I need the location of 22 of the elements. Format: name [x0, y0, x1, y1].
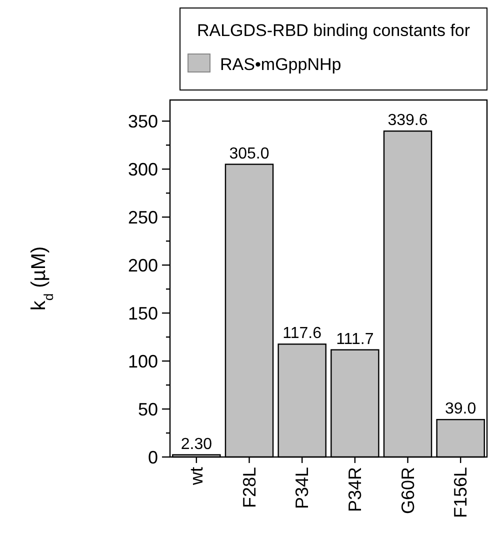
data-label: 111.7: [336, 330, 374, 348]
x-tick-label: G60R: [398, 467, 418, 514]
data-label: 2.30: [180, 436, 212, 453]
legend-label: RAS•mGppNHp: [220, 55, 342, 74]
x-tick-label: F156L: [450, 467, 471, 518]
y-tick-label: 0: [148, 447, 158, 468]
x-tick-label: P34L: [292, 467, 312, 510]
y-tick-label: 250: [128, 207, 158, 228]
legend-title: RALGDS-RBD binding constants for: [196, 21, 470, 40]
data-label: 305.0: [229, 145, 270, 162]
y-tick-label: 300: [128, 159, 158, 180]
data-label: 39.0: [445, 400, 476, 418]
x-tick-label: F28L: [239, 467, 260, 508]
y-tick-label: 350: [128, 111, 158, 132]
data-label: 339.6: [388, 112, 428, 130]
x-tick-label: P34R: [344, 467, 365, 512]
y-tick-label: 100: [128, 351, 158, 372]
x-tick-label: wt: [186, 467, 206, 486]
y-tick-label: 50: [138, 399, 158, 420]
y-tick-label: 200: [128, 255, 158, 276]
y-tick-label: 150: [128, 303, 158, 324]
data-label: 117.6: [282, 325, 322, 342]
